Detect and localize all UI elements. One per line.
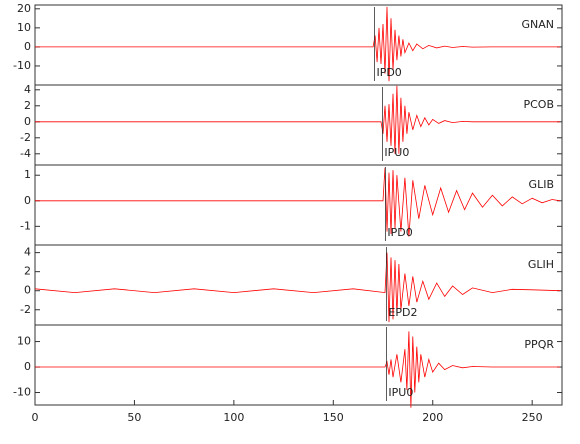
x-tick-label: 200 [422,411,443,424]
y-tick-label: 4 [24,246,31,259]
y-tick-label: 0 [24,115,31,128]
pick-label: IPD0 [376,66,401,79]
station-label: GLIH [528,258,554,271]
y-tick-label: 1 [24,168,31,181]
waveform [35,331,560,408]
x-tick-label: 50 [127,411,141,424]
y-tick-label: 0 [24,284,31,297]
waveform [34,252,561,323]
y-tick-label: 0 [24,360,31,373]
waveform [35,85,560,154]
waveform [35,6,560,82]
y-tick-label: -10 [13,59,31,72]
x-tick-label: 100 [223,411,244,424]
panel-frame [34,164,563,246]
y-tick-label: 0 [24,194,31,207]
y-tick-label: 10 [17,21,31,34]
y-tick-label: -2 [20,131,31,144]
y-tick-label: 20 [17,2,31,15]
pick-label: IPU0 [388,386,413,399]
y-tick-label: 4 [24,83,31,96]
x-tick-label: 250 [522,411,543,424]
y-tick-label: -4 [20,147,31,160]
y-tick-label: 0 [24,40,31,53]
pick-label: IPD0 [387,226,412,239]
station-label: GNAN [521,18,554,31]
waveform [35,167,561,237]
y-tick-label: -1 [20,219,31,232]
y-tick-label: -2 [20,303,31,316]
panel-frame [34,324,563,406]
x-tick-label: 0 [32,411,39,424]
pick-label: IPU0 [384,146,409,159]
y-tick-label: -10 [13,386,31,399]
x-tick-label: 150 [323,411,344,424]
pick-label: EPD2 [388,306,417,319]
panel-frame [34,244,563,326]
y-tick-label: 2 [24,99,31,112]
panel-frame [34,84,563,166]
station-label: GLIB [529,178,554,191]
station-label: PPQR [524,338,554,351]
y-tick-label: 10 [17,335,31,348]
station-label: PCOB [523,98,554,111]
panel-frame [34,4,563,86]
y-tick-label: 2 [24,265,31,278]
